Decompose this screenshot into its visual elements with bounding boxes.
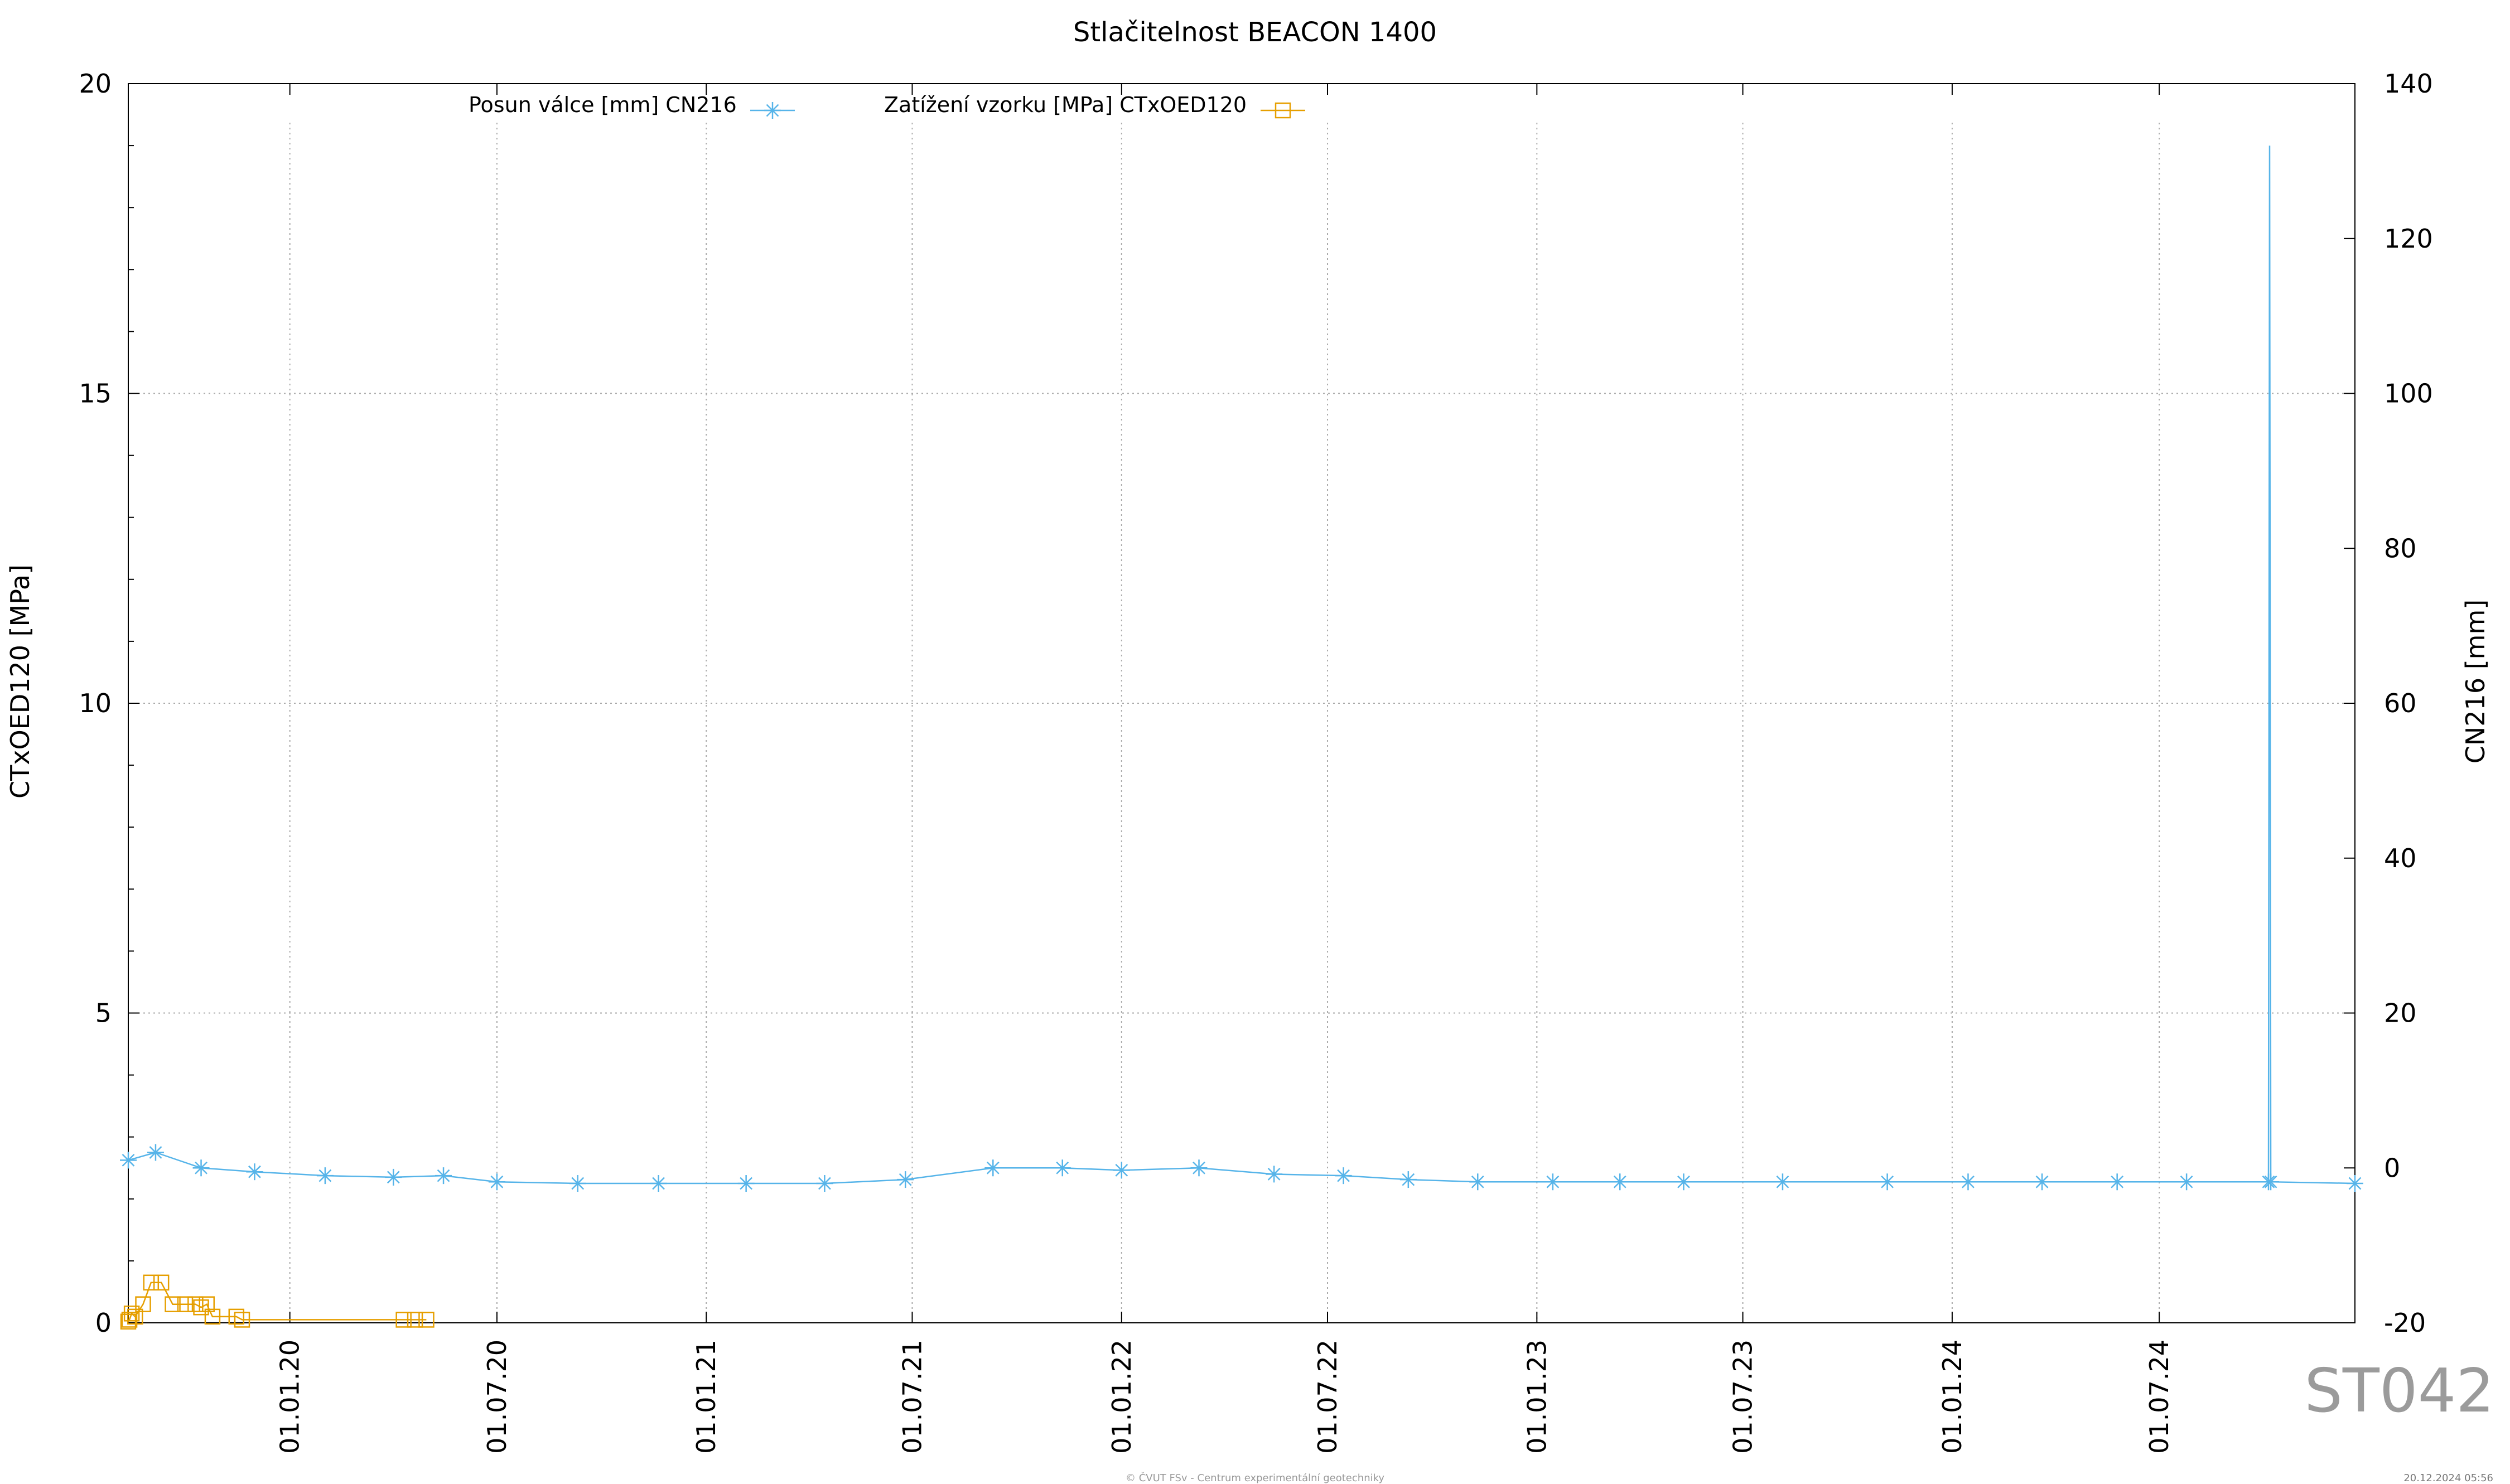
- series-cn216-point: [488, 1173, 505, 1191]
- series-cn216-point: [1544, 1173, 1561, 1191]
- series-cn216-point: [1774, 1173, 1791, 1191]
- y-right-tick-label: 80: [2384, 533, 2417, 563]
- series-cn216-point: [737, 1175, 755, 1192]
- series-ctxoed120-point: [228, 1308, 245, 1325]
- series-ctxoed120-point: [165, 1296, 181, 1312]
- series-cn216-point: [2178, 1173, 2195, 1191]
- y-right-tick-label: 140: [2384, 69, 2433, 99]
- series-cn216-point: [1335, 1167, 1352, 1185]
- series-cn216-point: [316, 1167, 334, 1185]
- y-axis-right-label: CN216 [mm]: [2460, 599, 2490, 764]
- series-cn216-point: [1113, 1162, 1130, 1179]
- series-ctxoed120-point: [234, 1312, 250, 1328]
- series-cn216-point: [1399, 1171, 1417, 1188]
- series-ctxoed120-point: [153, 1274, 170, 1291]
- station-id: ST042: [2304, 1356, 2494, 1426]
- series-cn216-point: [1469, 1173, 1486, 1191]
- y-right-tick-label: 20: [2384, 998, 2417, 1028]
- grid-lines: [128, 123, 2355, 1323]
- series-cn216-point: [147, 1144, 164, 1161]
- series-cn216-point: [1879, 1173, 1896, 1191]
- series-cn216-point: [2034, 1173, 2051, 1191]
- series-ctxoed120-point: [123, 1306, 140, 1322]
- x-tick-label: 01.01.24: [1937, 1340, 1967, 1454]
- x-tick-label: 01.07.23: [1728, 1340, 1758, 1454]
- x-tick-label: 01.01.22: [1107, 1340, 1137, 1454]
- x-tick-label: 01.07.21: [897, 1340, 927, 1454]
- series-cn216-point: [984, 1159, 1002, 1177]
- series-cn216-point: [192, 1159, 210, 1177]
- axis-ticks: [128, 83, 2355, 1323]
- y-right-tick-label: -20: [2384, 1308, 2426, 1338]
- series-cn216-point: [1054, 1159, 1071, 1177]
- x-tick-label: 01.01.20: [275, 1340, 305, 1454]
- x-tick-label: 01.01.23: [1522, 1340, 1552, 1454]
- series-cn216-point: [650, 1175, 667, 1192]
- footer-date: 20.12.2024 05:56: [2403, 1472, 2493, 1484]
- series-ctxoed120-point: [127, 1308, 143, 1325]
- series-ctxoed120-point: [121, 1312, 138, 1328]
- x-tick-label: 01.07.22: [1312, 1340, 1343, 1454]
- legend-symbols: [750, 102, 1305, 119]
- series-cn216-point: [897, 1171, 914, 1188]
- series-ctxoed120-point: [143, 1274, 160, 1291]
- y-right-tick-label: 60: [2384, 688, 2417, 718]
- series-ctxoed120-point: [187, 1296, 204, 1312]
- y-left-tick-label: 10: [79, 688, 112, 718]
- series-cn216-point: [385, 1168, 402, 1186]
- data-series: [120, 146, 2363, 1330]
- series-ctxoed120-point: [395, 1312, 412, 1328]
- series-cn216-point: [1959, 1173, 1977, 1191]
- series-cn216-point: [2108, 1173, 2126, 1191]
- legend-marker-ctxoed120: [1275, 102, 1291, 119]
- series-ctxoed120-point: [135, 1296, 151, 1312]
- x-tick-label: 01.01.21: [691, 1340, 721, 1454]
- y-left-tick-label: 5: [95, 998, 112, 1028]
- series-cn216-point: [246, 1163, 263, 1181]
- chart-title: Stlačitelnost BEACON 1400: [1073, 17, 1437, 48]
- y-right-tick-label: 100: [2384, 379, 2433, 409]
- series-ctxoed120-point: [193, 1299, 209, 1316]
- legend-marker-cn216: [764, 102, 781, 119]
- series-cn216-point: [435, 1167, 452, 1185]
- y-right-tick-label: 40: [2384, 843, 2417, 873]
- y-left-tick-label: 15: [79, 379, 112, 409]
- series-cn216-point: [2262, 1173, 2280, 1191]
- series-cn216-point: [2347, 1175, 2363, 1192]
- series-ctxoed120-point: [418, 1312, 435, 1328]
- series-ctxoed120-line: [127, 1282, 427, 1322]
- x-tick-label: 01.07.20: [482, 1340, 512, 1454]
- series-cn216-point: [569, 1175, 586, 1192]
- series-cn216-point: [1675, 1173, 1692, 1191]
- series-ctxoed120-point: [407, 1312, 423, 1328]
- series-ctxoed120-point: [177, 1296, 194, 1312]
- series-ctxoed120-point: [199, 1296, 215, 1312]
- series-cn216-point: [1611, 1173, 1629, 1191]
- x-tick-label: 01.07.24: [2144, 1340, 2174, 1454]
- series-cn216-point: [120, 1152, 137, 1169]
- y-left-tick-label: 20: [79, 69, 112, 99]
- axis-tick-labels: 01.01.20 01.07.20 01.01.21 01.07.21 01.01.22…: [79, 69, 2432, 1454]
- series-cn216-point: [816, 1175, 833, 1192]
- y-axis-left-label: CTxOED120 [MPa]: [5, 564, 35, 799]
- y-right-tick-label: 0: [2384, 1153, 2400, 1183]
- series-cn216-line: [128, 146, 2355, 1185]
- footer-credit: © ČVUT FSv - Centrum experimentální geot…: [1125, 1472, 1385, 1484]
- y-right-tick-label: 120: [2384, 224, 2433, 254]
- legend-entry-ctxoed120: Zatížení vzorku [MPa] CTxOED120: [884, 93, 1247, 117]
- y-left-tick-label: 0: [95, 1308, 112, 1338]
- series-ctxoed120-point: [204, 1308, 221, 1325]
- series-cn216-point: [1190, 1159, 1208, 1177]
- legend-entry-cn216: Posun válce [mm] CN216: [469, 93, 737, 117]
- series-cn216-point: [1266, 1166, 1283, 1183]
